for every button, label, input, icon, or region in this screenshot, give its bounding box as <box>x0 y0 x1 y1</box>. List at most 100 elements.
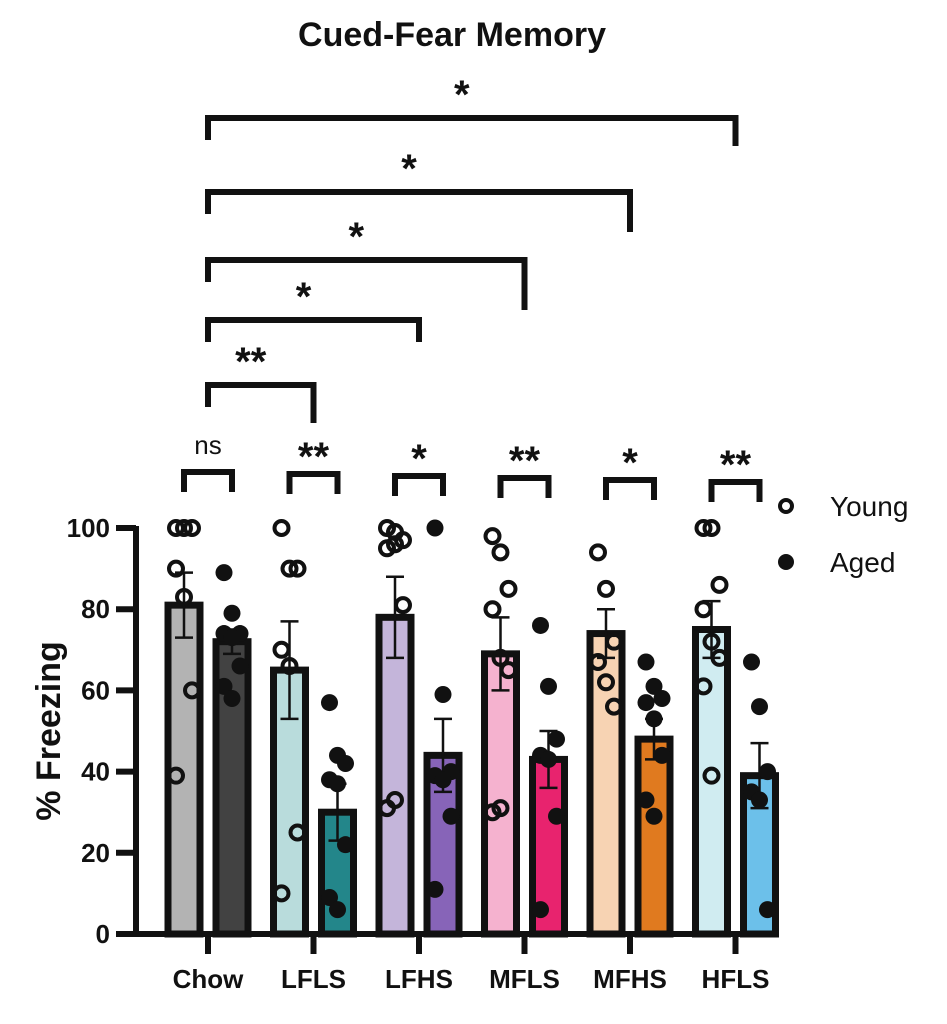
point-aged-chow <box>223 690 241 708</box>
point-young-lfls <box>288 823 307 842</box>
point-young-lfls <box>272 884 291 903</box>
point-aged-lfhs <box>442 807 460 825</box>
y-tick-label: 60 <box>81 675 110 705</box>
point-aged-chow <box>231 657 249 675</box>
between-sig-label: * <box>348 215 364 259</box>
significance-annotations: ns ** * ** * ******** <box>181 73 763 502</box>
point-young-chow <box>167 766 185 785</box>
point-aged-mfhs <box>653 690 671 708</box>
within-sig-label: ns <box>194 430 221 460</box>
point-young-hfls <box>702 766 721 785</box>
point-aged-mfhs <box>645 807 663 825</box>
legend-label-aged: Aged <box>830 547 895 578</box>
point-young-mfhs <box>589 652 607 671</box>
bar-aged-mfhs <box>634 735 674 938</box>
point-aged-mfls <box>548 730 565 748</box>
point-young-hfls <box>694 677 713 696</box>
point-aged-lfhs <box>426 880 444 898</box>
point-aged-mfls <box>548 807 565 825</box>
legend-marker-young <box>778 498 794 514</box>
within-sig-label: ** <box>720 443 752 487</box>
point-aged-chow <box>215 677 233 695</box>
within-bracket-lfls <box>286 471 341 494</box>
x-tick-label: HFLS <box>702 964 770 994</box>
point-aged-mfhs <box>645 710 663 728</box>
point-young-mfhs <box>597 673 615 692</box>
between-sig-label: * <box>454 73 470 117</box>
within-bracket-hfls <box>708 479 763 502</box>
point-young-mfhs <box>605 697 623 716</box>
point-young-hfls <box>710 575 729 594</box>
data-points <box>167 519 776 919</box>
between-bracket-lfls <box>205 382 317 423</box>
point-aged-hfls <box>759 763 776 781</box>
point-aged-lfls <box>329 901 346 919</box>
point-young-hfls <box>694 519 713 537</box>
between-sig-label: * <box>401 147 417 191</box>
within-sig-label: ** <box>298 435 330 479</box>
point-aged-chow <box>215 564 233 582</box>
point-young-mfls <box>483 527 502 546</box>
point-aged-lfls <box>321 694 338 712</box>
point-young-chow <box>183 681 201 700</box>
point-aged-chow <box>223 604 241 622</box>
point-young-hfls <box>702 632 721 651</box>
y-axis-label: % Freezing <box>30 641 68 820</box>
point-aged-hfls <box>751 791 768 809</box>
within-bracket-mfls <box>497 475 552 498</box>
x-tick-label: MFHS <box>593 964 667 994</box>
point-young-mfls <box>491 543 510 562</box>
point-young-chow <box>175 519 193 537</box>
y-tick-label: 100 <box>67 513 110 543</box>
point-aged-lfhs <box>434 685 452 703</box>
within-bracket-chow <box>181 469 235 492</box>
point-young-hfls <box>694 600 713 619</box>
point-aged-mfhs <box>637 791 655 809</box>
point-young-lfhs <box>386 791 404 810</box>
y-tick-label: 40 <box>81 757 110 787</box>
point-young-lfls <box>280 657 299 676</box>
point-aged-mfhs <box>653 746 671 764</box>
y-tick-label: 80 <box>81 594 110 624</box>
point-aged-mfhs <box>637 694 655 712</box>
y-tick-label: 0 <box>96 919 110 949</box>
within-sig-label: ** <box>509 439 541 483</box>
legend-marker-aged <box>778 554 794 570</box>
point-aged-lfls <box>337 836 354 854</box>
point-young-lfhs <box>394 596 412 615</box>
within-bracket-lfhs <box>392 473 446 496</box>
x-tick-label: LFLS <box>281 964 346 994</box>
point-young-mfhs <box>589 543 607 562</box>
y-tick-label: 20 <box>81 838 110 868</box>
bar-young-lfhs <box>375 613 415 938</box>
point-aged-mfls <box>532 616 549 634</box>
bar-young-mfls <box>481 650 520 938</box>
point-young-chow <box>175 588 193 607</box>
point-young-lfhs <box>386 535 404 554</box>
x-tick-label: MFLS <box>489 964 560 994</box>
point-aged-lfls <box>321 888 338 906</box>
point-young-mfls <box>491 799 510 818</box>
between-sig-label: ** <box>235 340 267 384</box>
point-aged-lfhs <box>426 519 444 537</box>
legend: Young Aged <box>778 491 908 578</box>
point-aged-mfhs <box>637 653 655 671</box>
between-bracket-mfls <box>205 257 528 310</box>
between-bracket-hfls <box>205 115 739 146</box>
point-aged-mfls <box>540 750 557 768</box>
x-tick-label: LFHS <box>385 964 453 994</box>
point-young-mfls <box>499 579 518 598</box>
point-aged-lfhs <box>434 771 452 789</box>
point-young-mfls <box>491 648 510 667</box>
x-tick-label: Chow <box>173 964 245 994</box>
point-young-hfls <box>710 648 729 667</box>
within-sig-label: * <box>411 437 427 481</box>
legend-label-young: Young <box>830 491 908 522</box>
point-young-lfls <box>272 519 291 537</box>
point-aged-lfls <box>337 754 354 772</box>
chart-title: Cued-Fear Memory <box>298 16 606 54</box>
point-aged-lfls <box>329 775 346 793</box>
point-young-mfls <box>483 600 502 619</box>
point-young-mfhs <box>605 632 623 651</box>
